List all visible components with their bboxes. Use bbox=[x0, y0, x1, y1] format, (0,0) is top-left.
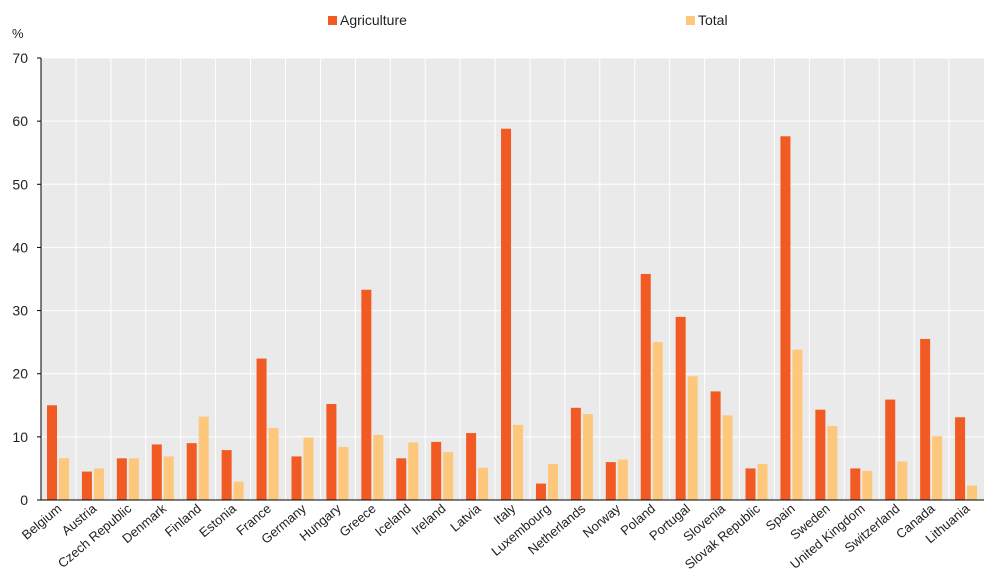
bar-agriculture-finland bbox=[186, 443, 197, 500]
bar-total-ireland bbox=[443, 452, 454, 500]
bar-total-greece bbox=[373, 434, 384, 500]
legend-swatch-total bbox=[686, 16, 695, 25]
bar-total-luxembourg bbox=[547, 464, 558, 500]
bar-total-united-kingdom bbox=[862, 470, 873, 500]
bar-total-norway bbox=[617, 459, 628, 500]
bar-total-portugal bbox=[687, 376, 698, 500]
bar-agriculture-czech-republic bbox=[116, 458, 127, 500]
y-tick-label: 70 bbox=[12, 50, 28, 66]
legend: Agriculture Total bbox=[328, 12, 728, 28]
x-tick-label: Ireland bbox=[408, 501, 448, 538]
y-tick-label: 40 bbox=[12, 239, 28, 255]
bar-agriculture-austria bbox=[81, 471, 92, 500]
y-tick-label: 20 bbox=[12, 366, 28, 382]
bar-agriculture-france bbox=[256, 358, 267, 500]
bar-agriculture-germany bbox=[291, 456, 302, 500]
bar-total-iceland bbox=[408, 442, 419, 500]
x-tick-label: Estonia bbox=[196, 500, 239, 540]
bar-agriculture-poland bbox=[640, 273, 651, 500]
bar-agriculture-portugal bbox=[675, 316, 686, 500]
bar-total-switzerland bbox=[897, 461, 908, 500]
bar-agriculture-united-kingdom bbox=[850, 468, 861, 500]
bar-total-estonia bbox=[233, 481, 244, 500]
bar-agriculture-latvia bbox=[466, 433, 477, 500]
bar-agriculture-hungary bbox=[326, 404, 337, 500]
bar-agriculture-ireland bbox=[431, 441, 442, 500]
legend-label-agriculture: Agriculture bbox=[340, 12, 407, 28]
y-tick-label: 50 bbox=[12, 176, 28, 192]
bar-total-slovak-republic bbox=[757, 464, 768, 500]
bar-total-italy bbox=[513, 424, 524, 500]
bar-total-poland bbox=[652, 342, 663, 500]
y-tick-label: 0 bbox=[20, 492, 28, 508]
bar-agriculture-sweden bbox=[815, 409, 826, 500]
bar-total-denmark bbox=[163, 456, 174, 500]
bar-agriculture-lithuania bbox=[955, 417, 966, 500]
y-tick-label: 30 bbox=[12, 303, 28, 319]
bar-total-netherlands bbox=[582, 414, 593, 500]
bar-agriculture-switzerland bbox=[885, 399, 896, 500]
bar-agriculture-spain bbox=[780, 136, 791, 500]
bar-total-hungary bbox=[338, 446, 349, 500]
y-axis-label: % bbox=[12, 26, 24, 41]
x-tick-label: Italy bbox=[491, 500, 519, 527]
bar-total-germany bbox=[303, 437, 314, 500]
y-tick-label: 10 bbox=[12, 429, 28, 445]
x-tick-label: Latvia bbox=[447, 500, 484, 534]
bar-agriculture-denmark bbox=[151, 444, 162, 500]
legend-label-total: Total bbox=[698, 12, 728, 28]
plot-background bbox=[41, 58, 984, 500]
x-tick-label: Norway bbox=[580, 500, 624, 540]
bar-total-finland bbox=[198, 416, 209, 500]
bar-agriculture-belgium bbox=[47, 405, 57, 500]
y-tick-label: 60 bbox=[12, 113, 28, 129]
bar-agriculture-iceland bbox=[396, 458, 407, 500]
legend-swatch-agriculture bbox=[328, 16, 337, 25]
x-tick-label: Finland bbox=[162, 501, 204, 540]
bar-agriculture-luxembourg bbox=[535, 483, 546, 500]
bar-agriculture-greece bbox=[361, 289, 372, 500]
bar-total-czech-republic bbox=[128, 458, 139, 500]
bar-total-lithuania bbox=[967, 485, 978, 500]
bar-agriculture-italy bbox=[501, 128, 512, 500]
bar-agriculture-slovenia bbox=[710, 391, 721, 500]
bar-agriculture-estonia bbox=[221, 450, 232, 500]
x-tick-label: Iceland bbox=[372, 501, 414, 539]
bar-agriculture-slovak-republic bbox=[745, 468, 756, 500]
bar-total-belgium bbox=[59, 458, 69, 500]
bars bbox=[47, 128, 978, 500]
grid bbox=[41, 57, 984, 500]
bar-agriculture-norway bbox=[605, 462, 616, 500]
bar-total-slovenia bbox=[722, 415, 733, 500]
bar-total-france bbox=[268, 428, 279, 500]
bar-total-austria bbox=[93, 468, 104, 500]
bar-agriculture-canada bbox=[920, 338, 931, 500]
bar-total-canada bbox=[932, 436, 943, 500]
bar-total-spain bbox=[792, 349, 803, 500]
bar-total-latvia bbox=[478, 467, 489, 500]
x-tick-label: Greece bbox=[336, 501, 378, 540]
bar-agriculture-netherlands bbox=[570, 407, 581, 500]
bar-total-sweden bbox=[827, 426, 838, 500]
